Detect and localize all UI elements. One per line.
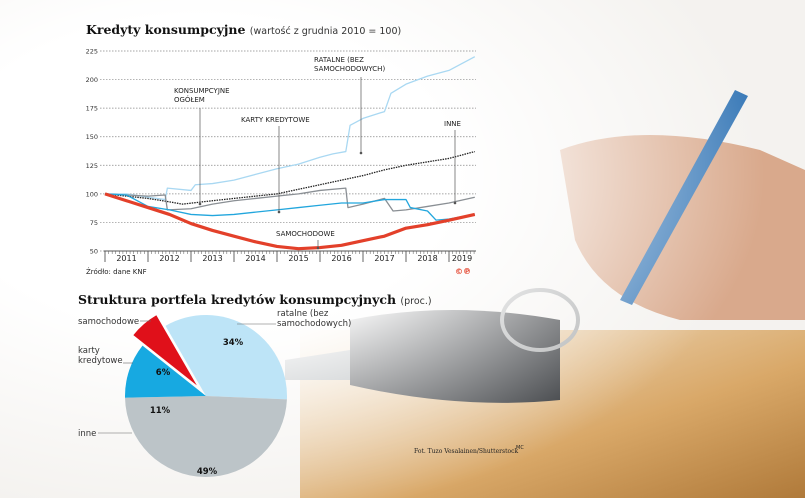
y-tick-label: 75 — [90, 219, 98, 227]
x-tick-label: 2012 — [159, 254, 179, 263]
slice-category-label: samochodowych) — [277, 319, 351, 329]
annotation-dot — [316, 246, 320, 250]
series-line-samochodowe — [104, 192, 476, 251]
x-tick-label: 2018 — [417, 254, 437, 263]
annotation-label: SAMOCHODOWYCH) — [314, 65, 385, 73]
series-line-inne — [104, 187, 475, 212]
slice-value-label: 6% — [156, 368, 171, 378]
subtitle: (proc.) — [400, 296, 432, 307]
annotation-label: KARTY KREDYTOWE — [241, 116, 310, 124]
photo-credit: Fot. Tuzo Vesalainen/Shutterstock — [414, 448, 519, 455]
x-tick-label: 2019 — [452, 254, 472, 263]
slice-category-label: ratalne (bez — [277, 309, 329, 319]
series-line-ratalne — [105, 56, 476, 201]
series-line-karty — [104, 193, 475, 221]
x-tick-label: 2016 — [331, 254, 351, 263]
slice-category-label: inne — [78, 429, 96, 439]
source-note: Źródło: dane KNF — [86, 268, 147, 276]
title-text: Struktura portfela kredytów konsumpcyjny… — [78, 292, 397, 307]
annotation-dot — [453, 201, 457, 205]
pie-slice-inne — [125, 396, 287, 478]
annotation-dot — [198, 202, 202, 206]
annotation-label: SAMOCHODOWE — [276, 230, 335, 238]
annotation-dot — [277, 210, 281, 214]
y-tick-label: 225 — [86, 48, 98, 56]
pie-slice-ratalne — [165, 315, 287, 400]
y-tick-label: 175 — [86, 105, 98, 113]
pie-slice-samochodowe — [133, 315, 197, 386]
x-tick-label: 2017 — [374, 254, 394, 263]
author-mark: MC — [516, 445, 524, 451]
x-tick-label: 2013 — [202, 254, 222, 263]
slice-category-label: karty — [78, 346, 100, 356]
y-tick-label: 150 — [86, 133, 98, 141]
x-tick-label: 2015 — [288, 254, 308, 263]
x-tick-label: 2011 — [116, 254, 136, 263]
annotation-label: INNE — [444, 120, 461, 128]
y-tick-label: 200 — [86, 76, 98, 84]
slice-value-label: 49% — [197, 467, 218, 477]
subtitle: (wartość z grudnia 2010 = 100) — [249, 26, 402, 37]
slice-category-label: samochodowe — [78, 317, 139, 327]
annotation-label: RATALNE (BEZ — [314, 56, 364, 64]
y-tick-label: 50 — [90, 248, 98, 256]
annotation-label: KONSUMPCYJNE — [174, 87, 230, 95]
title-text: Kredyty konsumpcyjne — [86, 22, 246, 37]
annotation-dot — [359, 151, 363, 155]
x-tick-label: 2014 — [245, 254, 265, 263]
slice-value-label: 34% — [223, 338, 244, 348]
line-chart-title: Kredyty konsumpcyjne (wartość z grudnia … — [86, 22, 401, 37]
publisher-logo: ©℗ — [455, 267, 471, 276]
y-tick-label: 125 — [86, 162, 98, 170]
slice-value-label: 11% — [150, 406, 171, 416]
pie-slice-karty — [124, 345, 206, 398]
pie-chart-title: Struktura portfela kredytów konsumpcyjny… — [78, 292, 432, 307]
slice-category-label: kredytowe — [78, 356, 123, 366]
y-tick-label: 100 — [86, 190, 98, 198]
annotation-label: OGÓŁEM — [174, 95, 205, 104]
